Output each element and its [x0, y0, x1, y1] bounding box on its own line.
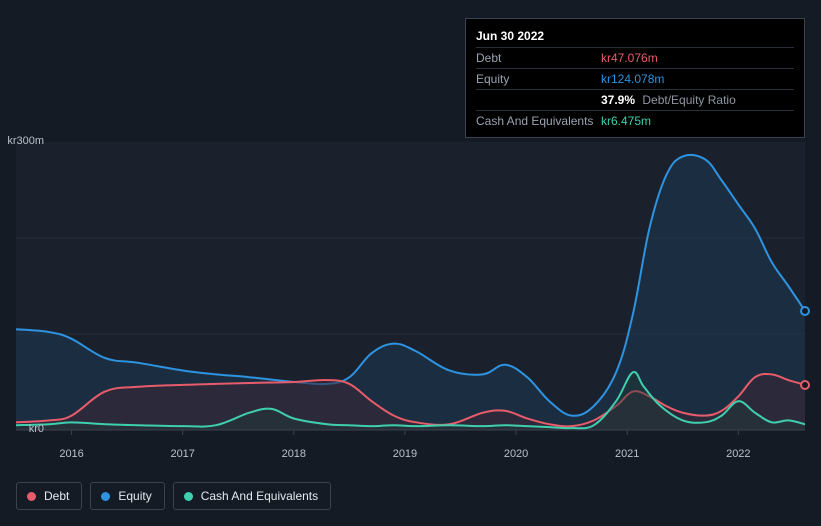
chart-legend: Debt Equity Cash And Equivalents — [16, 482, 331, 510]
tooltip-row-label — [476, 93, 601, 107]
tooltip-row-label: Debt — [476, 51, 601, 65]
tooltip-row-label: Cash And Equivalents — [476, 114, 601, 128]
chart-area: kr300mkr0 — [16, 130, 805, 470]
x-axis-tick: 2017 — [170, 448, 194, 460]
tooltip-row-value: kr124.078m — [601, 72, 664, 86]
x-axis-tick: 2022 — [726, 448, 750, 460]
tooltip-ratio: 37.9% Debt/Equity Ratio — [601, 93, 736, 107]
tooltip-rows: Debtkr47.076mEquitykr124.078m37.9% Debt/… — [476, 47, 794, 131]
tooltip-row-value: kr6.475m — [601, 114, 651, 128]
x-axis-tick: 2020 — [504, 448, 528, 460]
tooltip-row: Cash And Equivalentskr6.475m — [476, 110, 794, 131]
legend-item[interactable]: Equity — [90, 482, 164, 510]
legend-label: Cash And Equivalents — [201, 489, 318, 503]
tooltip-row: Equitykr124.078m — [476, 68, 794, 89]
series-end-marker — [800, 306, 810, 316]
legend-dot-icon — [184, 492, 193, 501]
legend-item[interactable]: Debt — [16, 482, 82, 510]
legend-item[interactable]: Cash And Equivalents — [173, 482, 331, 510]
series-end-marker — [800, 380, 810, 390]
x-axis-tick: 2018 — [282, 448, 306, 460]
legend-label: Equity — [118, 489, 151, 503]
x-axis-tick: 2016 — [59, 448, 83, 460]
tooltip-row: Debtkr47.076m — [476, 47, 794, 68]
tooltip-row-label: Equity — [476, 72, 601, 86]
tooltip-row-value: kr47.076m — [601, 51, 658, 65]
legend-dot-icon — [27, 492, 36, 501]
legend-dot-icon — [101, 492, 110, 501]
chart-svg — [16, 130, 805, 442]
tooltip-date: Jun 30 2022 — [476, 25, 794, 47]
tooltip-row: 37.9% Debt/Equity Ratio — [476, 89, 794, 110]
x-axis-tick: 2019 — [393, 448, 417, 460]
y-axis-tick: kr0 — [29, 423, 44, 435]
x-axis-tick: 2021 — [615, 448, 639, 460]
x-axis-labels: 2016 2017 2018 2019 2020 2021 2022 — [16, 448, 805, 468]
y-axis-tick: kr300m — [7, 135, 44, 147]
legend-label: Debt — [44, 489, 69, 503]
chart-tooltip: Jun 30 2022 Debtkr47.076mEquitykr124.078… — [465, 18, 805, 138]
